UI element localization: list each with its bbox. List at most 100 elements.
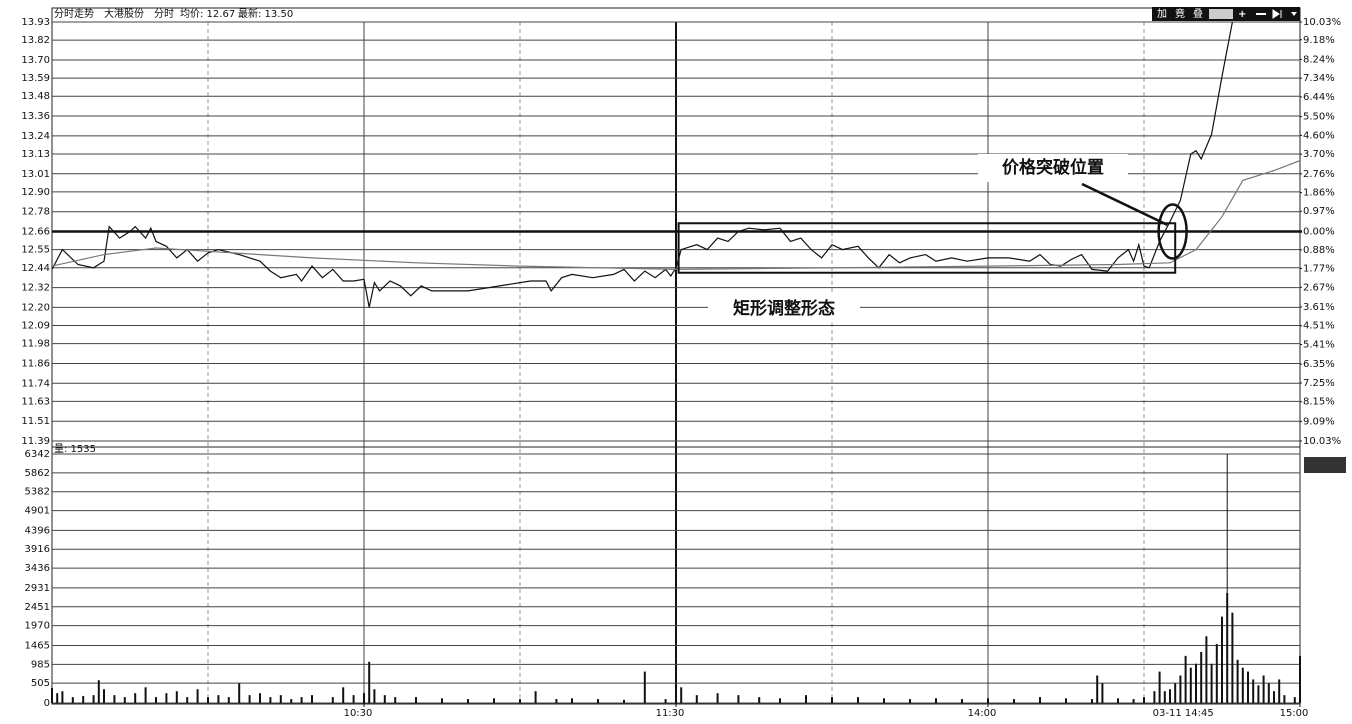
volume-bar bbox=[279, 695, 282, 703]
x-tick-label: 11:30 bbox=[656, 708, 685, 719]
volume-bar bbox=[909, 699, 911, 703]
y2-tick-label: 9.18% bbox=[1303, 35, 1335, 46]
volume-bar bbox=[1257, 685, 1260, 703]
y-tick-label: 5382 bbox=[25, 487, 50, 498]
y-tick-label: 11.86 bbox=[21, 358, 50, 369]
y2-tick-label: 9.09% bbox=[1303, 416, 1335, 427]
y2-tick-label: 4.51% bbox=[1303, 321, 1335, 332]
volume-bar bbox=[394, 697, 397, 703]
volume-bar bbox=[1039, 697, 1041, 703]
y2-tick-label: 0.88% bbox=[1303, 245, 1335, 256]
volume-bar bbox=[1215, 644, 1218, 703]
y2-tick-label: 1.86% bbox=[1303, 188, 1335, 199]
y-tick-label: 13.13 bbox=[21, 149, 50, 160]
y-tick-label: 12.44 bbox=[21, 263, 50, 274]
series-name: 分时 bbox=[154, 8, 174, 20]
y-tick-label: 12.78 bbox=[21, 207, 50, 218]
stock-name: 大港股份 bbox=[104, 7, 144, 20]
cursor-label: 03-11 14:45 bbox=[1153, 708, 1214, 719]
volume-bar bbox=[1117, 698, 1119, 703]
volume-bar bbox=[961, 699, 963, 703]
volume-bar bbox=[1195, 663, 1197, 703]
volume-bar bbox=[259, 693, 261, 703]
y2-tick-label: 5.50% bbox=[1303, 112, 1335, 123]
volume-bar bbox=[716, 693, 719, 703]
volume-bar bbox=[56, 693, 59, 703]
volume-bar bbox=[415, 697, 417, 703]
volume-bar bbox=[1143, 697, 1145, 703]
volume-bar bbox=[300, 697, 303, 703]
toolbar-button[interactable] bbox=[1209, 9, 1233, 19]
x-tick-label: 10:30 bbox=[344, 708, 373, 719]
avg-price: 均价: 12.67 bbox=[180, 8, 235, 20]
y2-tick-label: 6.44% bbox=[1303, 92, 1335, 103]
volume-bar bbox=[987, 698, 989, 703]
y-tick-label: 12.55 bbox=[21, 245, 50, 256]
y-tick-label: 6342 bbox=[25, 449, 50, 460]
volume-bar bbox=[238, 683, 241, 703]
y-tick-label: 12.09 bbox=[21, 321, 50, 332]
volume-label: 量: 1535 bbox=[54, 443, 96, 455]
volume-bar bbox=[1174, 683, 1177, 703]
y2-tick-label: 3.70% bbox=[1303, 149, 1335, 160]
menu-button[interactable] bbox=[1291, 12, 1297, 16]
volume-bar bbox=[519, 699, 521, 703]
y2-tick-label: 8.24% bbox=[1303, 54, 1335, 65]
side-tab[interactable] bbox=[1304, 457, 1346, 473]
volume-bar bbox=[1262, 675, 1265, 703]
volume-bar bbox=[441, 698, 443, 703]
volume-bar bbox=[675, 699, 677, 703]
volume-bar bbox=[857, 697, 859, 703]
volume-bar bbox=[664, 699, 667, 703]
volume-bar bbox=[217, 695, 220, 703]
y-tick-label: 1970 bbox=[25, 621, 50, 632]
y-tick-label: 13.93 bbox=[21, 17, 50, 28]
volume-bar bbox=[92, 695, 95, 703]
volume-bar bbox=[1096, 675, 1099, 703]
volume-bar bbox=[680, 687, 683, 703]
y2-tick-label: 8.15% bbox=[1303, 397, 1335, 408]
volume-bar bbox=[373, 689, 376, 703]
chart-title: 分时走势 bbox=[54, 7, 94, 20]
y-tick-label: 13.70 bbox=[21, 55, 50, 66]
volume-bar bbox=[534, 691, 537, 703]
consolidation-box bbox=[677, 222, 1177, 274]
volume-bar bbox=[1283, 695, 1286, 703]
y-tick-label: 12.66 bbox=[21, 227, 50, 238]
volume-bar bbox=[1299, 655, 1301, 703]
zoom-in[interactable]: + bbox=[1238, 9, 1246, 20]
y-tick-label: 13.36 bbox=[21, 111, 50, 122]
volume-bar bbox=[883, 698, 885, 703]
volume-bar bbox=[290, 699, 293, 703]
volume-bar bbox=[467, 699, 469, 703]
toolbar-item[interactable]: 叠 bbox=[1193, 8, 1203, 20]
toolbar-item[interactable]: 竟 bbox=[1175, 8, 1185, 20]
y2-tick-label: 1.77% bbox=[1303, 263, 1335, 274]
volume-bar bbox=[82, 695, 85, 703]
step-button[interactable] bbox=[1272, 9, 1282, 19]
volume-bar bbox=[1065, 698, 1067, 703]
volume-bar bbox=[805, 695, 807, 703]
y2-tick-label: 7.25% bbox=[1303, 378, 1335, 389]
y-tick-label: 12.20 bbox=[21, 302, 50, 313]
volume-bar bbox=[311, 695, 313, 703]
volume-bar bbox=[1221, 616, 1223, 703]
volume-bar bbox=[1091, 699, 1093, 703]
annotation-bg bbox=[708, 295, 860, 323]
volume-bar bbox=[1013, 699, 1015, 703]
toolbar-item[interactable]: 加 bbox=[1157, 8, 1167, 20]
volume-bar bbox=[1273, 691, 1275, 703]
y-tick-label: 4901 bbox=[25, 506, 50, 517]
volume-bar bbox=[155, 697, 157, 703]
volume-bar bbox=[597, 699, 599, 703]
y-tick-label: 13.59 bbox=[21, 73, 50, 84]
volume-bar bbox=[1200, 651, 1203, 703]
volume-bar bbox=[1158, 671, 1161, 703]
y-tick-label: 13.82 bbox=[21, 35, 50, 46]
annotation-arrow bbox=[1081, 182, 1168, 227]
volume-bar bbox=[1179, 675, 1182, 703]
volume-bar bbox=[1293, 697, 1296, 703]
volume-bar bbox=[97, 680, 100, 703]
annotation-bg bbox=[978, 154, 1128, 182]
